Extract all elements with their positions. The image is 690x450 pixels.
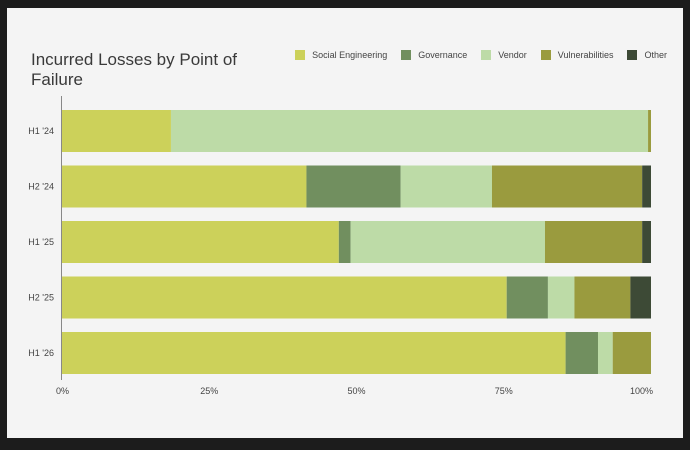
chart-title: Incurred Losses by Point of Failure xyxy=(31,50,238,89)
legend-label: Social Engineering xyxy=(312,50,388,60)
legend-label: Other xyxy=(644,50,667,60)
legend-label: Vendor xyxy=(498,50,527,60)
bar-h1-24-social-engineering xyxy=(62,110,171,152)
bar-h1-24-vendor xyxy=(170,110,649,152)
y-tick-label: H1 '26 xyxy=(28,348,54,358)
legend-item-governance: Governance xyxy=(401,50,467,60)
bar-h1-25-social-engineering xyxy=(62,221,339,263)
bar-h1-26-vendor xyxy=(597,332,613,374)
x-tick-label: 75% xyxy=(495,386,513,396)
bar-h2-24-vulnerabilities xyxy=(491,165,643,208)
plot-area: H1 '24 H2 '24 H1 '25 H2 '25 H1 '26 0% 25% 50% 75… xyxy=(28,96,653,396)
legend: Social Engineering Governance Vendor Vulner… xyxy=(281,50,667,60)
x-tick-label: 50% xyxy=(347,386,365,396)
legend-item-other: Other xyxy=(627,50,667,60)
bar-h2-24-other xyxy=(642,165,651,208)
legend-label: Governance xyxy=(418,50,468,60)
legend-swatch xyxy=(481,50,492,60)
bar-h2-24-vendor xyxy=(400,165,492,208)
bar-h1-25-governance xyxy=(338,221,351,263)
bar-h2-25-governance xyxy=(506,276,548,319)
legend-item-vulnerabilities: Vulnerabilities xyxy=(540,50,614,60)
bar-h2-25-vendor xyxy=(547,276,575,319)
y-tick-label: H1 '25 xyxy=(28,237,54,247)
legend-swatch xyxy=(627,50,638,60)
bar-h1-25-vulnerabilities xyxy=(544,221,643,263)
legend-item-vendor: Vendor xyxy=(481,50,527,60)
y-tick-label: H1 '24 xyxy=(28,126,54,136)
y-tick-label: H2 '25 xyxy=(28,293,54,303)
bar-h2-24-governance xyxy=(306,165,401,208)
bar-h1-24-vulnerabilities xyxy=(648,110,651,152)
bar-h2-24-social-engineering xyxy=(62,165,307,208)
x-tick-label: 25% xyxy=(200,386,218,396)
legend-swatch xyxy=(295,50,306,60)
y-tick-label: H2 '24 xyxy=(28,182,54,192)
bar-h2-25-other xyxy=(630,276,651,319)
chart-card: Incurred Losses by Point of Failure Soci… xyxy=(7,8,683,438)
bar-h2-25-social-engineering xyxy=(62,276,507,319)
legend-swatch xyxy=(540,50,551,60)
bar-h1-25-other xyxy=(642,221,651,263)
bar-h1-26-social-engineering xyxy=(62,332,566,374)
x-tick-label: 100% xyxy=(630,386,653,396)
legend-swatch xyxy=(401,50,412,60)
bar-h2-25-vulnerabilities xyxy=(574,276,631,319)
x-tick-label: 0% xyxy=(56,386,69,396)
legend-label: Vulnerabilities xyxy=(557,50,614,60)
bar-h1-26-governance xyxy=(565,332,598,374)
bar-h1-25-vendor xyxy=(350,221,545,263)
legend-item-social-engineering: Social Engineering xyxy=(295,50,387,60)
bar-h1-26-vulnerabilities xyxy=(612,332,651,374)
